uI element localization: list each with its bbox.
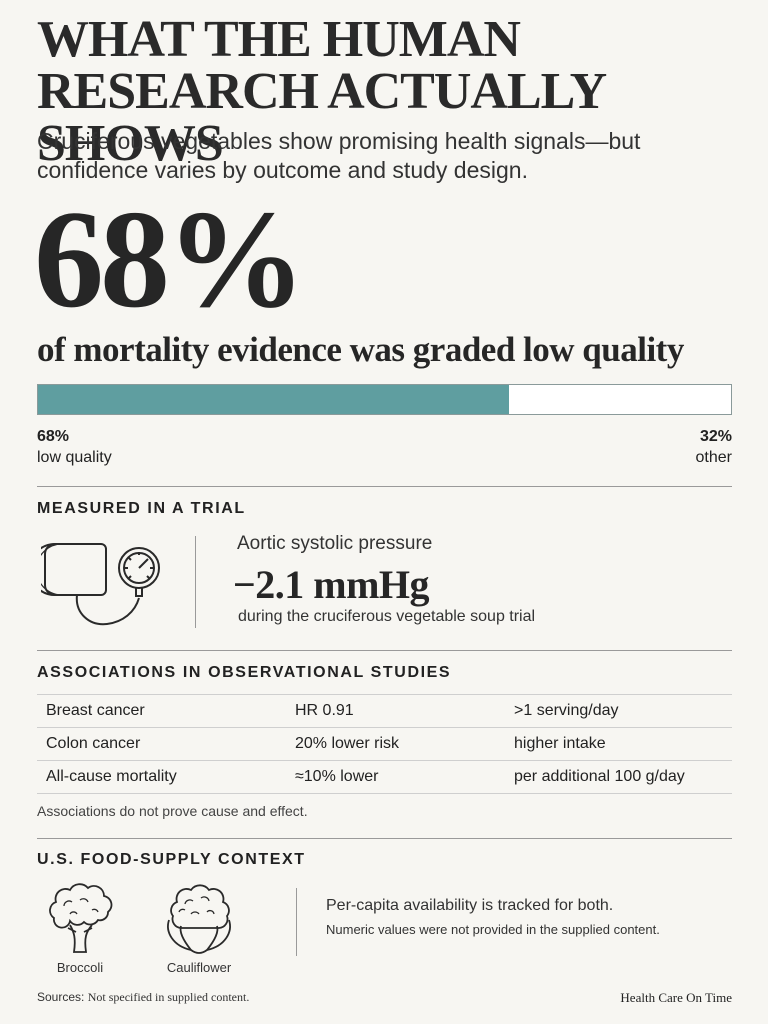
trial-metric-label: Aortic systolic pressure: [237, 533, 433, 554]
table-row: All-cause mortality ≈10% lower per addit…: [37, 760, 732, 794]
blood-pressure-cuff-icon: [41, 543, 160, 626]
exposure-cell: higher intake: [505, 727, 732, 761]
outcome-cell: Colon cancer: [37, 727, 286, 761]
sources: Sources: Not specified in supplied conte…: [37, 990, 249, 1005]
food-supply-line1: Per-capita availability is tracked for b…: [326, 897, 614, 914]
effect-cell: 20% lower risk: [286, 727, 505, 761]
exposure-cell: per additional 100 g/day: [505, 760, 732, 794]
broccoli-label: Broccoli: [56, 960, 104, 975]
food-supply-divider: [296, 888, 297, 956]
page-title: WHAT THE HUMAN RESEARCH ACTUALLY SHOWS: [37, 14, 737, 170]
trial-metric-note: during the cruciferous vegetable soup tr…: [238, 608, 536, 625]
low-quality-progress-bar: [37, 384, 732, 415]
table-row: Breast cancer HR 0.91 >1 serving/day: [37, 694, 732, 728]
divider: [37, 650, 732, 651]
cauliflower-label: Cauliflower: [166, 960, 232, 975]
low-quality-label: 68% low quality: [37, 426, 112, 468]
low-quality-bar-fill: [38, 385, 510, 414]
broccoli-item: Broccoli: [37, 880, 123, 975]
trial-section-heading: MEASURED IN A TRIAL: [37, 500, 246, 517]
headline-stat-value: 68%: [34, 182, 306, 337]
broccoli-icon: [49, 883, 113, 953]
brand-name: Health Care On Time: [620, 990, 732, 1005]
divider: [37, 486, 732, 487]
sources-label: Sources:: [37, 990, 85, 1004]
divider: [37, 838, 732, 839]
title-line-2: RESEARCH ACTUALLY SHOWS: [37, 63, 605, 172]
headline-stat-caption: of mortality evidence was graded low qua…: [37, 330, 684, 369]
table-row: Colon cancer 20% lower risk higher intak…: [37, 727, 732, 761]
outcome-cell: All-cause mortality: [37, 760, 286, 794]
trial-divider: [195, 536, 196, 628]
observational-footnote: Associations do not prove cause and effe…: [37, 803, 308, 819]
subtitle: Cruciferous vegetables show promising he…: [37, 128, 641, 183]
other-text: other: [695, 449, 732, 466]
food-supply-section-heading: U.S. FOOD-SUPPLY CONTEXT: [37, 851, 306, 868]
food-supply-line2: Numeric values were not provided in the …: [326, 922, 660, 937]
cauliflower-item: Cauliflower: [153, 880, 245, 975]
effect-cell: ≈10% lower: [286, 760, 505, 794]
low-quality-pct: 68%: [37, 428, 70, 445]
effect-cell: HR 0.91: [286, 694, 505, 728]
sources-text: Not specified in supplied content.: [87, 990, 250, 1004]
observational-section-heading: ASSOCIATIONS IN OBSERVATIONAL STUDIES: [37, 664, 452, 681]
other-pct: 32%: [699, 428, 732, 445]
low-quality-text: low quality: [37, 449, 112, 466]
exposure-cell: >1 serving/day: [505, 694, 732, 728]
cauliflower-icon: [167, 884, 231, 954]
other-label: 32% other: [696, 426, 732, 468]
trial-metric-value: −2.1 mmHg: [233, 562, 430, 607]
title-line-1: WHAT THE HUMAN: [37, 11, 521, 68]
outcome-cell: Breast cancer: [37, 694, 286, 728]
associations-table: Breast cancer HR 0.91 >1 serving/day Col…: [37, 694, 732, 794]
